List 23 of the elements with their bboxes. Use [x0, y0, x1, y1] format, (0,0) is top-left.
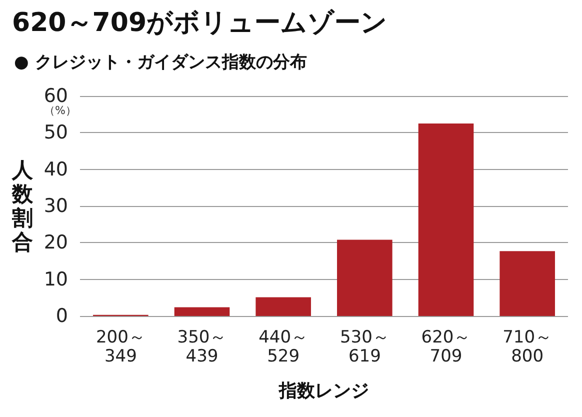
bar	[256, 297, 311, 316]
y-tick-label: 60	[44, 85, 68, 107]
y-tick-label: 40	[44, 158, 68, 180]
text: （%）	[44, 104, 76, 117]
chart-subtitle: ● クレジット・ガイダンス指数の分布	[14, 52, 307, 72]
y-tick-label: 0	[56, 305, 68, 327]
bar	[337, 240, 392, 316]
bar	[174, 307, 230, 316]
y-tick-label: 30	[44, 195, 68, 217]
x-tick-label: 440～ 529	[258, 328, 308, 366]
bar	[500, 251, 555, 316]
bar	[418, 124, 474, 316]
chart-title: 620～709がボリュームゾーン	[12, 8, 388, 38]
x-tick-label: 200～ 349	[96, 328, 146, 366]
y-tick-label: 20	[44, 232, 68, 254]
x-tick-label: 350～ 439	[177, 328, 227, 366]
x-tick-label: 530～ 619	[340, 328, 390, 366]
x-tick-label: 620～ 709	[421, 328, 471, 366]
y-axis-title: 人数割合	[11, 158, 34, 254]
x-axis-title: 指数レンジ	[278, 380, 369, 402]
x-tick-label: 710～ 800	[502, 328, 552, 366]
y-tick-label: 50	[44, 122, 68, 144]
y-tick-label: 10	[44, 268, 68, 290]
